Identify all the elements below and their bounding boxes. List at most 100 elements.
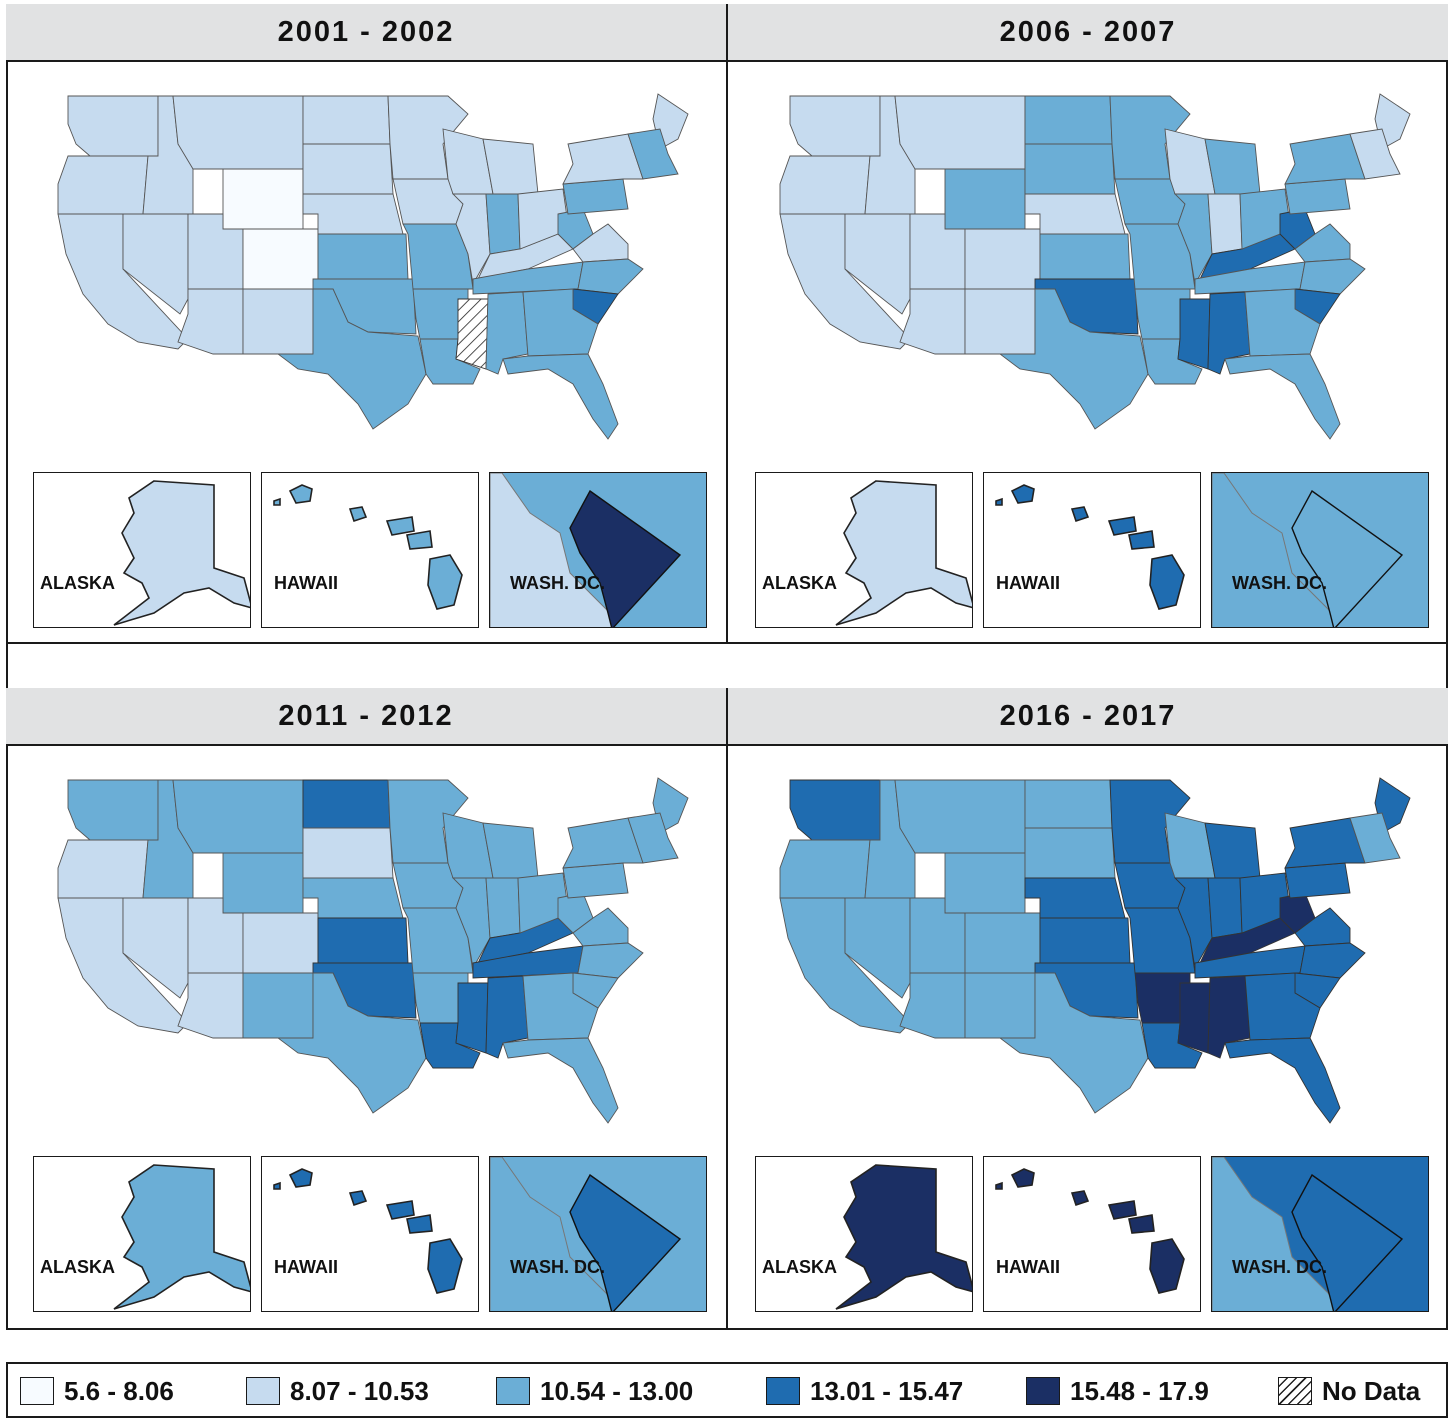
dc-shape [1291,1173,1404,1311]
state-nm [242,288,314,355]
hawaii-island [1149,1238,1185,1294]
state-ms [455,298,489,370]
state-nc [572,258,644,295]
dc-label: WASH. DC. [510,573,606,593]
state-mn [387,779,469,864]
hawaii-island [406,530,433,550]
panel-title: 2001 - 2002 [6,4,726,62]
state-ms [455,982,489,1054]
state-tx [998,288,1149,430]
state-ne-states [1349,812,1401,864]
legend-swatch [766,1377,800,1405]
hawaii-island [273,1181,281,1190]
map-panel: 2006 - 2007 ALASKA HAWAII WASH. DC. [728,4,1448,642]
state-fl [502,353,619,440]
alaska-shape [835,1164,972,1310]
legend-item: 10.54 - 13.00 [496,1376,693,1406]
state-nv [844,897,911,999]
state-in [485,193,521,255]
state-mn [1109,95,1191,180]
legend-label: No Data [1322,1375,1421,1406]
legend-swatch [1026,1377,1060,1405]
hawaii-label: HAWAII [996,1257,1061,1277]
us-map [57,93,689,440]
figure-spacer [6,642,1448,690]
legend: 5.6 - 8.06 8.07 - 10.53 10.54 - 13.00 13.01… [6,1362,1448,1418]
hawaii-island [348,1190,368,1207]
state-mt [894,779,1026,854]
state-pa [1284,178,1351,215]
state-nc [1294,942,1366,979]
dc-label: WASH. DC. [1232,1257,1328,1277]
state-wi [442,128,494,195]
state-fl [1224,1037,1341,1124]
hawaii-island [995,497,1003,506]
state-sd [1024,143,1116,195]
state-nv [122,213,189,315]
alaska-inset: ALASKA [33,472,251,628]
state-nv [844,213,911,315]
us-map [779,777,1411,1124]
map-panel: 2016 - 2017 ALASKA HAWAII WASH. DC. [728,688,1448,1328]
alaska-shape [113,480,250,626]
state-ne-states [627,128,679,180]
state-mn [387,95,469,180]
dc-label: WASH. DC. [510,1257,606,1277]
state-ne [1024,193,1126,235]
state-nm [242,972,314,1039]
alaska-label: ALASKA [762,573,837,593]
alaska-shape [113,1164,250,1310]
state-ne [302,193,404,235]
state-sd [302,827,394,879]
panel-title: 2016 - 2017 [728,688,1448,746]
legend-swatch [496,1377,530,1405]
state-nd [302,95,391,145]
state-sd [302,143,394,195]
state-or [57,839,149,899]
legend-item: 13.01 - 15.47 [766,1376,963,1406]
alaska-shape [835,480,972,626]
hawaii-inset: HAWAII [983,472,1201,628]
hawaii-island [995,1181,1003,1190]
state-fl [1224,353,1341,440]
state-nc [1294,258,1366,295]
hawaii-island [1107,516,1137,536]
state-mi [482,138,539,195]
dc-inset: WASH. DC. [1211,472,1429,628]
state-ms [1177,982,1211,1054]
hawaii-island [1149,554,1185,610]
panel-divider [726,688,728,1330]
state-tx [998,972,1149,1114]
dc-shape [569,1173,682,1311]
us-map [57,777,689,1124]
dc-inset: WASH. DC. [1211,1156,1429,1312]
dc-inset: WASH. DC. [489,472,707,628]
state-pa [562,862,629,899]
legend-swatch [20,1377,54,1405]
hawaii-island [273,497,281,506]
state-wy [222,852,304,914]
state-ks [317,917,409,964]
hawaii-island [385,1200,415,1220]
legend-swatch [1278,1377,1312,1405]
state-ne-states [1349,128,1401,180]
legend-item: 5.6 - 8.06 [20,1376,174,1406]
state-fl [502,1037,619,1124]
state-ms [1177,298,1211,370]
alaska-label: ALASKA [40,1257,115,1277]
alaska-inset: ALASKA [755,472,973,628]
hawaii-label: HAWAII [274,573,339,593]
legend-label: 8.07 - 10.53 [290,1375,429,1406]
hawaii-island [288,484,313,504]
hawaii-inset: HAWAII [261,1156,479,1312]
state-in [1207,193,1243,255]
dc-label: WASH. DC. [1232,573,1328,593]
state-co [242,228,319,290]
alaska-label: ALASKA [40,573,115,593]
state-nm [964,288,1036,355]
state-nv [122,897,189,999]
dc-shape [569,489,682,627]
legend-label: 13.01 - 15.47 [810,1375,964,1406]
legend-item: 15.48 - 17.9 [1026,1376,1209,1406]
hawaii-island [348,506,368,523]
